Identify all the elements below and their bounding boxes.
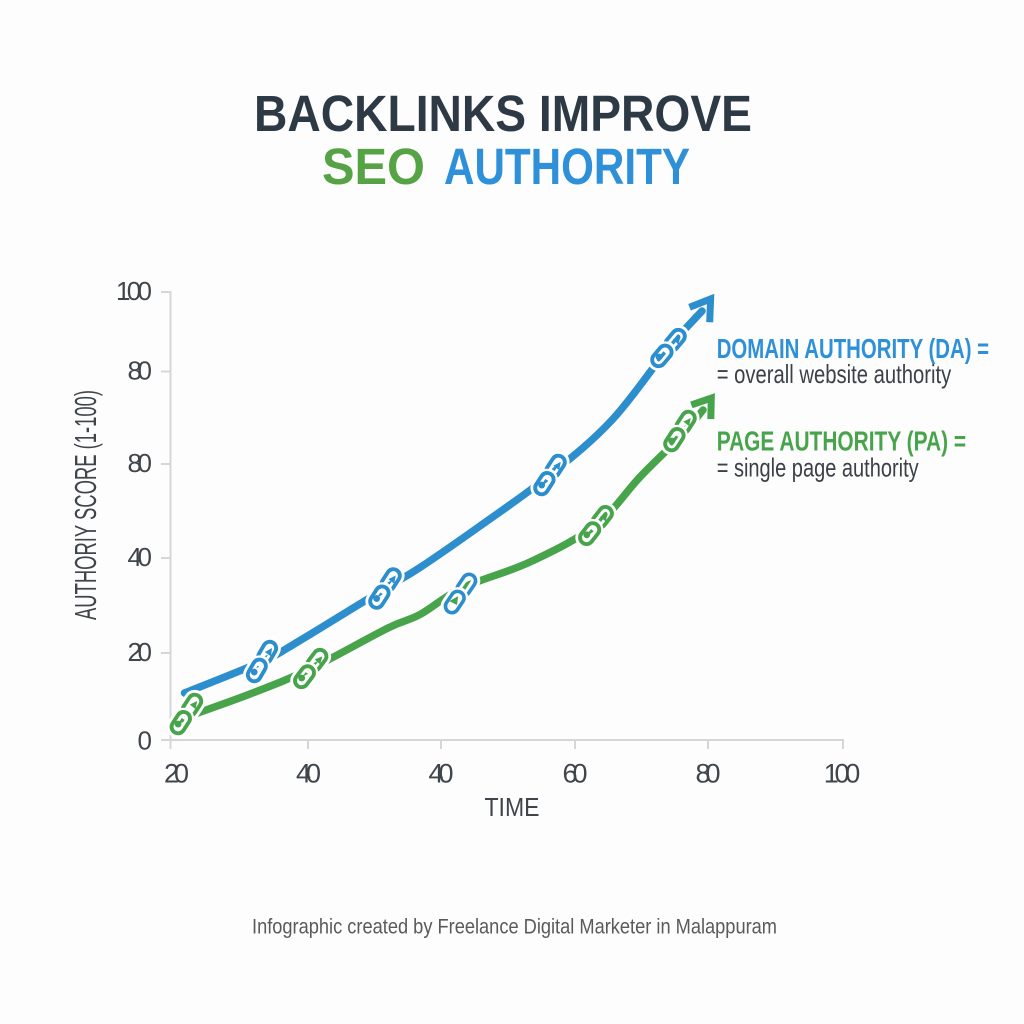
svg-text:BACKLINKS IMPROVE: BACKLINKS IMPROVE bbox=[254, 85, 752, 142]
svg-text:40: 40 bbox=[128, 542, 153, 572]
svg-text:TIME: TIME bbox=[485, 794, 540, 822]
svg-text:AUTHORIY SCORE (1-100): AUTHORIY SCORE (1-100) bbox=[68, 390, 103, 620]
svg-text:0: 0 bbox=[138, 726, 152, 756]
svg-text:AUTHORITY: AUTHORITY bbox=[444, 138, 690, 195]
svg-text:20: 20 bbox=[164, 759, 189, 789]
svg-text:DOMAIN AUTHORITY (DA) =: DOMAIN AUTHORITY (DA) = bbox=[717, 333, 989, 364]
svg-text:20: 20 bbox=[128, 637, 153, 667]
svg-text:= overall website authority: = overall website authority bbox=[717, 359, 952, 389]
svg-text:40: 40 bbox=[429, 759, 454, 789]
svg-text:Infographic created by Freelan: Infographic created by Freelance Digital… bbox=[252, 916, 777, 939]
svg-text:= single page authority: = single page authority bbox=[717, 453, 919, 483]
svg-text:100: 100 bbox=[824, 759, 861, 789]
svg-text:80: 80 bbox=[128, 448, 153, 478]
svg-text:PAGE AUTHORITY (PA) =: PAGE AUTHORITY (PA) = bbox=[717, 426, 966, 457]
svg-text:80: 80 bbox=[128, 356, 153, 386]
svg-text:80: 80 bbox=[696, 759, 721, 789]
svg-text:40: 40 bbox=[296, 759, 321, 789]
svg-text:SEO: SEO bbox=[322, 138, 425, 195]
svg-text:60: 60 bbox=[563, 759, 588, 789]
svg-text:100: 100 bbox=[116, 276, 152, 306]
